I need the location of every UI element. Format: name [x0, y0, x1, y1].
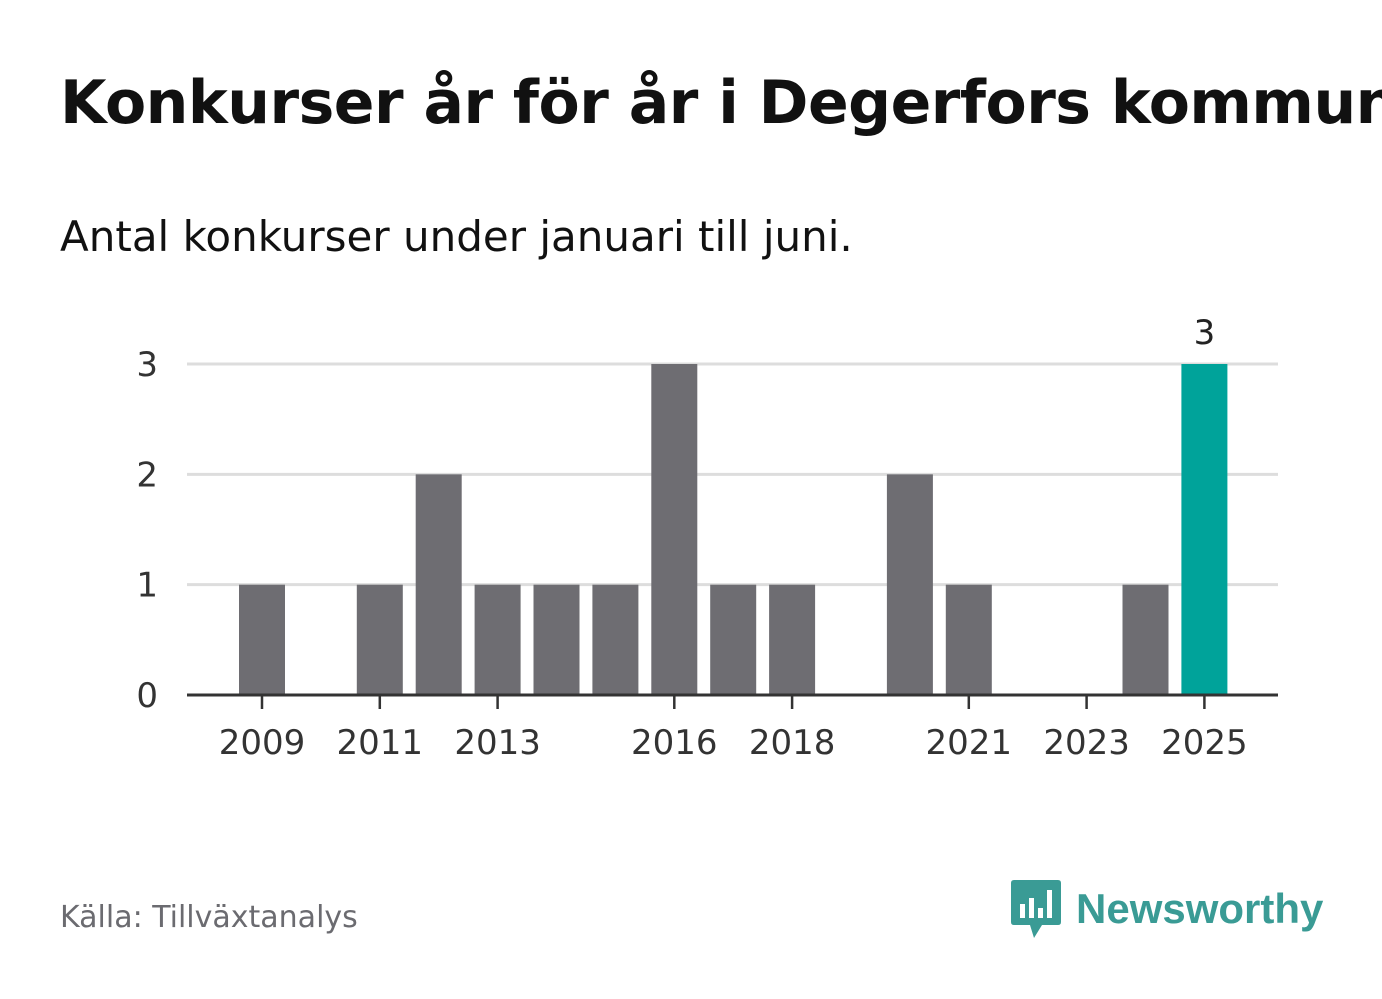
bar-chart-speech-bubble-icon	[1011, 880, 1061, 938]
chart-subtitle: Antal konkurser under januari till juni.	[60, 212, 853, 261]
bar-2020	[886, 474, 933, 695]
bar-2017	[710, 584, 757, 695]
x-tick-label: 2025	[1161, 723, 1248, 763]
brand-name: Newsworthy	[1076, 885, 1324, 932]
bar-2014	[533, 584, 580, 695]
bar-2013	[474, 584, 521, 695]
x-tick-label: 2011	[337, 723, 424, 763]
x-tick-label: 2023	[1043, 723, 1130, 763]
labels: 0 1 2 3 2009 2011 2013 2016 2018 2021 2023 2025 3	[136, 313, 1247, 763]
bar-chart: 0 1 2 3 2009 2011 2013 2016 2018 2021 2023 2025 3	[136, 313, 1278, 763]
gridlines	[187, 362, 1278, 587]
bar-2016	[651, 364, 698, 695]
bar-2011	[356, 584, 403, 695]
chart-title: Konkurser år för år i Degerfors kommun	[60, 68, 1382, 138]
x-tick-label: 2018	[749, 723, 836, 763]
bar-2015	[592, 584, 639, 695]
bar-2024	[1122, 584, 1169, 695]
x-tick-label: 2021	[926, 723, 1013, 763]
x-tick-label: 2013	[454, 723, 541, 763]
bar-2018	[769, 584, 816, 695]
bar-2021	[945, 584, 992, 695]
x-tick-label: 2016	[631, 723, 718, 763]
axes	[187, 693, 1278, 709]
y-tick-label: 0	[136, 676, 158, 716]
bar-2012	[415, 474, 462, 695]
y-tick-label: 1	[136, 566, 158, 606]
bar-2025	[1181, 364, 1228, 695]
y-tick-label: 3	[136, 345, 158, 385]
data-label: 3	[1194, 313, 1216, 353]
bars	[239, 364, 1228, 695]
x-tick-label: 2009	[219, 723, 306, 763]
y-tick-label: 2	[136, 455, 158, 495]
bar-2009	[239, 584, 285, 695]
source-note: Källa: Tillväxtanalys	[60, 900, 358, 935]
brand-logo: Newsworthy	[1010, 878, 1323, 940]
